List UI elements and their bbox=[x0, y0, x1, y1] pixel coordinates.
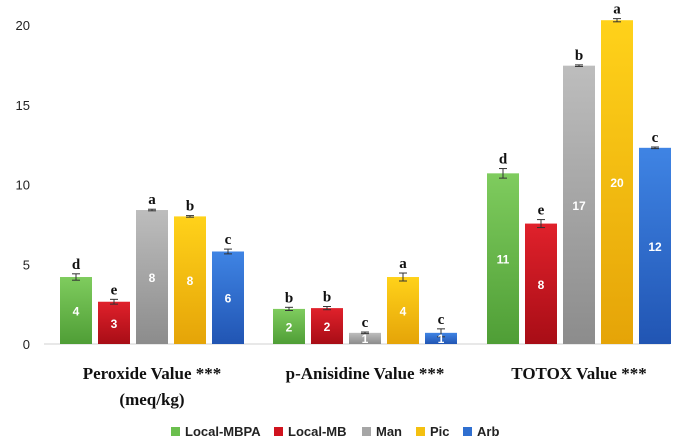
significance-letter: a bbox=[148, 192, 156, 208]
significance-letter: c bbox=[362, 315, 369, 331]
y-tick-label: 10 bbox=[16, 178, 30, 193]
bar-man-2 bbox=[349, 332, 381, 344]
value-label: 1 bbox=[438, 332, 445, 346]
category-label: p-Anisidine Value *** bbox=[286, 364, 445, 383]
bar-local-mb-2 bbox=[311, 308, 343, 344]
significance-letter: a bbox=[613, 2, 621, 18]
value-label: 17 bbox=[572, 199, 586, 213]
value-label: 6 bbox=[225, 292, 232, 306]
bar-local-mb-3 bbox=[525, 223, 557, 344]
legend: Local-MBPA Local-MB Man Pic Arb bbox=[171, 424, 499, 439]
bar-local-mb-1 bbox=[98, 301, 130, 344]
bar-arb-3 bbox=[639, 147, 671, 344]
legend-swatch bbox=[362, 427, 371, 436]
legend-entry: Local-MBPA bbox=[185, 424, 261, 439]
legend-entry: Arb bbox=[477, 424, 499, 439]
bar-pic-3 bbox=[601, 20, 633, 345]
y-tick-label: 15 bbox=[16, 98, 30, 113]
significance-letter: d bbox=[499, 152, 508, 168]
legend-swatch bbox=[171, 427, 180, 436]
legend-entry: Man bbox=[376, 424, 402, 439]
value-label: 11 bbox=[497, 253, 510, 267]
category-labels: Peroxide Value *** (meq/kg) p-Anisidine Va… bbox=[83, 364, 647, 409]
bar-man-3 bbox=[563, 65, 595, 345]
bar-local-mbpa-1 bbox=[60, 277, 92, 344]
bar-local-mbpa-2 bbox=[273, 308, 305, 344]
category-sublabel: (meq/kg) bbox=[119, 390, 184, 409]
value-label: 4 bbox=[400, 305, 407, 319]
value-label: 8 bbox=[538, 278, 545, 292]
y-tick-label: 5 bbox=[23, 257, 30, 272]
value-label: 4 bbox=[73, 305, 80, 319]
legend-entry: Local-MB bbox=[288, 424, 347, 439]
significance-letter: c bbox=[652, 130, 659, 146]
significance-letter: e bbox=[111, 282, 118, 298]
value-label: 8 bbox=[149, 271, 156, 285]
value-label: 2 bbox=[324, 320, 331, 334]
legend-swatch bbox=[463, 427, 472, 436]
significance-letter: e bbox=[538, 203, 545, 219]
bar-man-1 bbox=[136, 210, 168, 344]
significance-letter: d bbox=[72, 257, 81, 273]
significance-letter: a bbox=[399, 256, 407, 272]
value-label: 20 bbox=[610, 176, 624, 190]
value-label: 8 bbox=[187, 274, 194, 288]
y-tick-label: 20 bbox=[16, 18, 30, 33]
bar-arb-1 bbox=[212, 251, 244, 344]
significance-letter: c bbox=[225, 232, 232, 248]
category-label: TOTOX Value *** bbox=[511, 364, 646, 383]
significance-letter: b bbox=[285, 290, 293, 306]
value-label: 1 bbox=[362, 332, 369, 346]
legend-swatch bbox=[416, 427, 425, 436]
value-label: 3 bbox=[111, 317, 118, 331]
category-label: Peroxide Value *** bbox=[83, 364, 222, 383]
significance-letter: b bbox=[186, 199, 194, 215]
bar-arb-2 bbox=[425, 332, 457, 344]
value-label: 2 bbox=[286, 320, 293, 334]
legend-entry: Pic bbox=[430, 424, 450, 439]
significance-letter: c bbox=[438, 312, 445, 328]
bar-pic-1 bbox=[174, 216, 206, 344]
value-label: 12 bbox=[648, 240, 662, 254]
y-tick-label: 0 bbox=[23, 337, 30, 352]
bar-local-mbpa-3 bbox=[487, 173, 519, 344]
significance-letter: b bbox=[575, 48, 583, 64]
legend-swatch bbox=[274, 427, 283, 436]
significance-letter: b bbox=[323, 290, 331, 306]
bar-pic-2 bbox=[387, 277, 419, 344]
